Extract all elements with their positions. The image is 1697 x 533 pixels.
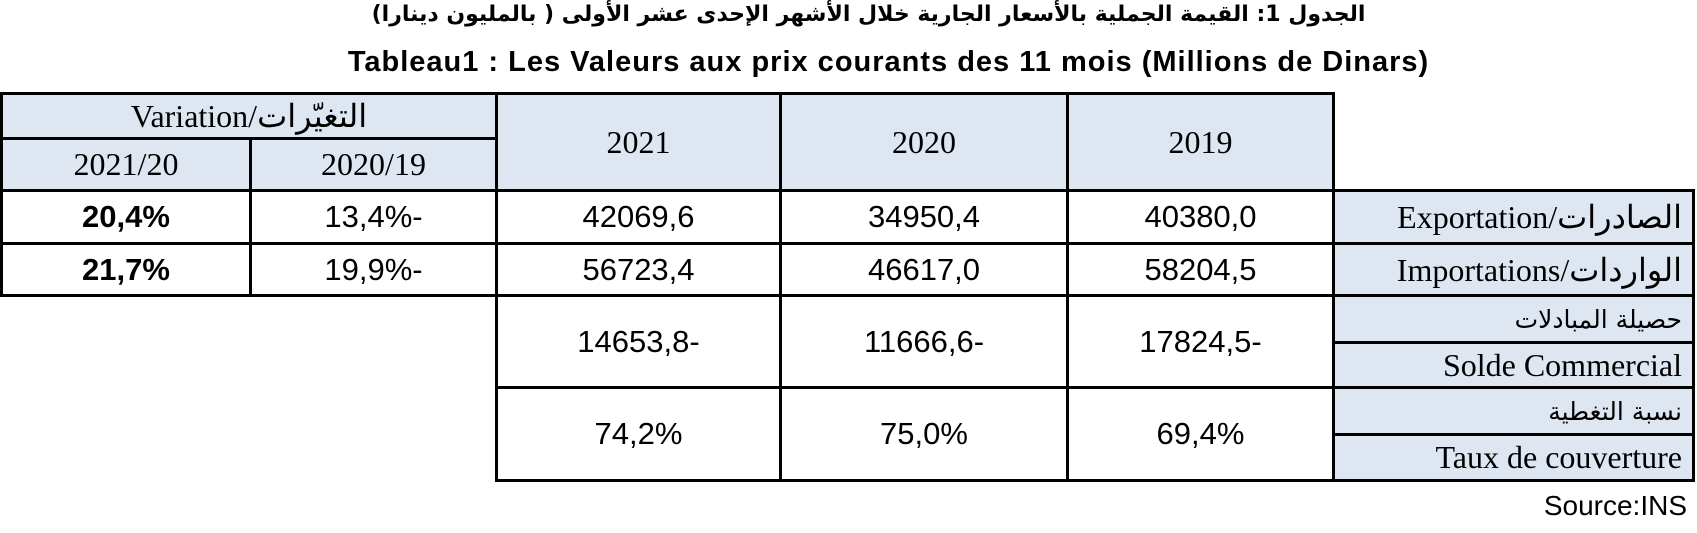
export-2021: 42069,6: [495, 189, 782, 245]
import-var-2021-20: 21,7%: [0, 242, 252, 297]
solde-label-ar: حصيلة المبادلات: [1332, 294, 1695, 344]
export-2020: 34950,4: [779, 189, 1069, 245]
header-variation: Variation/التغيّرات: [0, 92, 498, 137]
source-note: Source:INS: [1543, 490, 1687, 521]
import-var-2020-19: 19,9%-: [249, 242, 498, 297]
import-2021: 56723,4: [495, 242, 782, 297]
import-2020: 46617,0: [779, 242, 1069, 297]
header-2019: 2019: [1066, 92, 1335, 192]
header-2021: 2021: [495, 92, 782, 192]
export-2019: 40380,0: [1066, 189, 1335, 245]
solde-label-fr: Solde Commercial: [1332, 341, 1695, 389]
taux-2019: 69,4%: [1066, 386, 1335, 482]
header-var-2021-20: 2021/20: [0, 137, 252, 192]
title-french: Tableau1 : Les Valeurs aux prix courants…: [347, 46, 1430, 78]
header-var-2020-19: 2020/19: [249, 137, 498, 192]
title-arabic: الجدول 1: القيمة الجملية بالأسعار الجاري…: [371, 2, 1366, 27]
taux-2021: 74,2%: [495, 386, 782, 482]
taux-label-ar: نسبة التغطية: [1332, 386, 1695, 436]
export-var-2020-19: 13,4%-: [249, 189, 498, 245]
export-label: Exportation/الصادرات: [1332, 189, 1695, 245]
taux-label-fr: Taux de couverture: [1332, 433, 1695, 482]
header-2020: 2020: [779, 92, 1069, 192]
export-var-2021-20: 20,4%: [0, 189, 252, 245]
solde-2019: 17824,5-: [1066, 294, 1335, 389]
solde-2021: 14653,8-: [495, 294, 782, 389]
import-2019: 58204,5: [1066, 242, 1335, 297]
solde-2020: 11666,6-: [779, 294, 1069, 389]
taux-2020: 75,0%: [779, 386, 1069, 482]
import-label: Importations/الواردات: [1332, 242, 1695, 297]
